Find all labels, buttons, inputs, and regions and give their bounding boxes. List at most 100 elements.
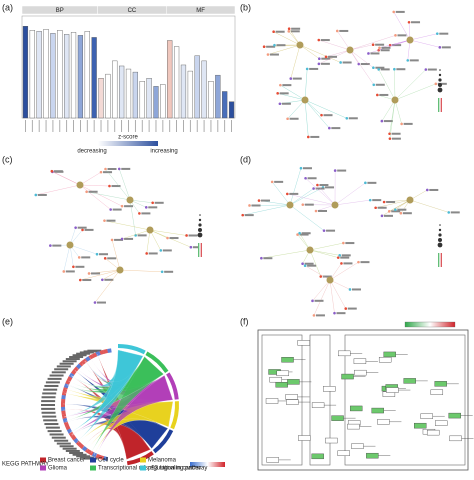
gene-label [372,199,381,201]
network-edge [314,280,330,315]
gene-label [60,363,74,365]
gene-label [54,440,68,442]
bar [105,74,110,118]
network-edge [106,169,130,200]
gene-label [439,33,448,35]
gene-label [324,114,333,116]
gene-label [384,215,393,217]
gene-node [376,94,379,97]
network-edge [261,250,310,258]
bar [133,72,138,118]
gene-label [261,200,270,202]
network-edge [290,187,323,205]
gene-node [372,66,375,69]
fold-legend [438,253,442,267]
gene-label [41,400,55,402]
gene-label [85,229,94,231]
gene-label [106,220,115,222]
size-legend [198,223,201,226]
network-edge [147,230,150,253]
gene-label [46,427,60,429]
term-node [407,37,414,44]
gene-node [377,68,380,71]
bar [229,102,234,118]
bar [147,78,152,118]
gene-segment [61,395,66,400]
gene-node [357,261,360,264]
gene-node [190,246,193,249]
gene-node [426,189,429,192]
gene-box [372,408,384,413]
gene-label [291,30,300,32]
gene-node [311,300,314,303]
fold-legend [438,98,442,112]
gene-label [43,419,57,421]
bar [51,33,56,118]
gene-label [411,21,420,23]
gene-node [101,279,104,282]
gene-label [252,204,261,206]
term-node [302,97,309,104]
gene-node [138,212,141,215]
bar [174,47,179,118]
gene-box [277,371,289,376]
gene-label [305,204,314,206]
gene-node [286,193,289,196]
gene-label [442,46,451,48]
size-legend [439,69,441,71]
gene-label [124,238,133,240]
gene-node [103,219,106,222]
network-edge [290,168,301,205]
gene-label [113,209,122,211]
gene-label [345,242,354,244]
gene-label [280,92,289,94]
gene-node [318,63,321,66]
gene-label [163,249,172,251]
gene-node [145,206,148,209]
gene-node [258,199,261,202]
gene-node [400,123,403,126]
gene-box [323,386,335,391]
gene-node [51,170,54,173]
network-edge [80,172,101,185]
legend-title: z-score [118,135,138,141]
gene-label [302,232,311,234]
gene-node [317,39,320,42]
gene-node [248,204,251,207]
gene-node [62,270,65,273]
gene-box [427,430,439,435]
facet-label: CC [128,8,137,14]
gene-node [100,171,103,174]
gene-label [397,34,406,36]
gene-label [43,389,57,391]
bar [215,75,220,118]
gene-label [66,270,75,272]
gene-node [333,312,336,315]
gene-label [318,210,327,212]
gene-label [274,181,283,183]
gene-label [189,234,198,236]
gene-node [145,252,148,255]
gene-node [436,32,439,35]
network-edge [80,270,120,280]
network-edge [120,270,162,272]
gene-node [79,279,82,282]
bar [99,78,104,118]
gene-node [108,185,111,188]
gene-label [52,245,61,247]
gene-node [369,199,372,202]
gene-node [435,83,438,86]
gene-node [276,92,279,95]
size-legend [438,88,443,93]
term-node [127,197,134,204]
gene-node [72,266,75,269]
network-edge [80,185,122,206]
gene-label [379,94,388,96]
gene-node [304,177,307,180]
bar [126,69,131,118]
size-legend [439,74,441,76]
gene-node [439,46,442,49]
gene-label [291,28,300,30]
legend-swatch [140,466,146,471]
gene-label [155,202,164,204]
